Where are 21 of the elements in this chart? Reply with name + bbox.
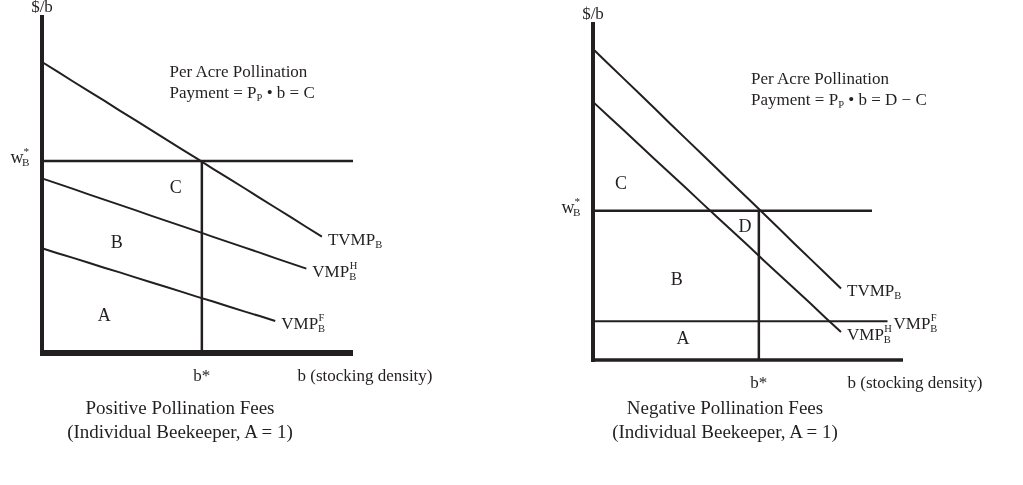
annotation: Per Acre Pollination Payment = P$_{P}$ • b = C — [169, 62, 315, 104]
annotation: Per Acre Pollination Payment = P$_{P}$ • b = D − C — [751, 69, 927, 111]
annotation: C — [169, 177, 182, 198]
y-axis-title: $/b — [582, 4, 604, 23]
annotation: C — [614, 172, 627, 193]
text: Negative Pollination Fees — [626, 397, 824, 418]
annotation: B — [110, 232, 123, 253]
annotation: A — [676, 328, 690, 349]
text: (Individual Beekeeper, A = 1) — [612, 421, 838, 443]
annotation: B — [670, 269, 683, 290]
text: b* — [750, 373, 768, 392]
y-axis-title: $/b — [31, 0, 53, 16]
x-axis-title: b (stocking density) — [297, 366, 433, 385]
x-axis-title: b (stocking density) — [847, 373, 983, 392]
annotation: D — [738, 216, 752, 237]
text: Positive Pollination Fees — [85, 397, 275, 418]
text: (Individual Beekeeper, A = 1) — [67, 421, 293, 443]
series-label: TVMP$_{B}$ — [327, 229, 383, 250]
text: b* — [193, 366, 211, 385]
series-label: TVMP$_{B}$ — [847, 281, 902, 302]
annotation: A — [97, 305, 111, 326]
